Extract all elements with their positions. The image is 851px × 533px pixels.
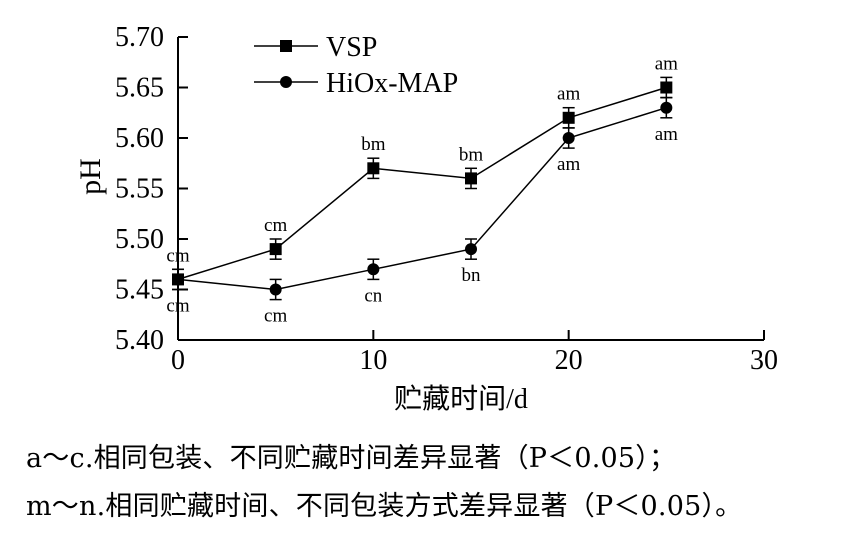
caption-line-1: a～c.相同包装、不同贮藏时间差异显著（P＜0.05）； bbox=[26, 443, 677, 474]
x-tick-label: 30 bbox=[750, 345, 778, 376]
legend-label: HiOx-MAP bbox=[326, 68, 458, 99]
significance-label: bm bbox=[459, 144, 484, 165]
y-axis-label: pH bbox=[74, 158, 107, 195]
data-point-square bbox=[269, 243, 282, 256]
significance-label: am bbox=[557, 84, 580, 105]
y-tick-label: 5.50 bbox=[115, 224, 164, 255]
chart-axes: 5.40 5.45 5.50 5.55 5.60 5.65 5.70 0 10 20 30 贮藏时间/… bbox=[74, 22, 778, 415]
significance-label: cm bbox=[264, 215, 287, 236]
significance-label: bm bbox=[361, 134, 386, 155]
y-tick-label: 5.40 bbox=[115, 325, 164, 356]
data-point-square bbox=[562, 111, 575, 124]
data-point-circle bbox=[269, 283, 282, 296]
significance-label: cn bbox=[364, 285, 382, 306]
y-tick-label: 5.65 bbox=[115, 73, 164, 104]
significance-label: am bbox=[655, 124, 678, 145]
significance-label: bn bbox=[462, 265, 482, 286]
chart-series: cm cm bm bm am am cm cm cn bn am am bbox=[166, 53, 678, 326]
series-VSP: cm cm bm bm am am bbox=[166, 53, 678, 291]
data-point-circle bbox=[172, 273, 184, 286]
ph-line-chart: 5.40 5.45 5.50 5.55 5.60 5.65 5.70 0 10 20 30 贮藏时间/… bbox=[74, 22, 778, 415]
x-tick-label: 20 bbox=[555, 345, 583, 376]
series-line bbox=[177, 106, 667, 291]
significance-label: cm bbox=[166, 245, 189, 266]
series-line bbox=[177, 86, 667, 281]
y-tick-label: 5.70 bbox=[115, 22, 164, 53]
x-tick-label: 10 bbox=[359, 345, 387, 376]
caption-line-2: m～n.相同贮藏时间、不同包装方式差异显著（P＜0.05）。 bbox=[26, 491, 743, 522]
significance-label: am bbox=[655, 53, 678, 74]
x-axis-label: 贮藏时间/d bbox=[394, 383, 528, 415]
y-tick-label: 5.60 bbox=[115, 123, 164, 154]
chart-legend: VSP HiOx-MAP bbox=[254, 32, 458, 99]
data-point-square bbox=[367, 162, 380, 175]
y-tick-label: 5.55 bbox=[115, 174, 164, 205]
legend-marker-circle bbox=[280, 76, 292, 88]
data-point-circle bbox=[367, 263, 380, 276]
x-tick-label: 0 bbox=[171, 345, 185, 376]
significance-label: cm bbox=[264, 306, 287, 327]
data-point-circle bbox=[660, 101, 673, 114]
series-HiOx-MAP: cm cm cn bn am am bbox=[166, 96, 678, 327]
significance-label: am bbox=[557, 154, 580, 175]
significance-label: cm bbox=[166, 296, 189, 317]
data-point-square bbox=[660, 81, 673, 94]
data-point-circle bbox=[562, 132, 575, 144]
y-tick-label: 5.45 bbox=[115, 275, 164, 306]
data-point-square bbox=[465, 172, 477, 185]
data-point-circle bbox=[465, 243, 477, 256]
legend-label: VSP bbox=[326, 32, 377, 63]
legend-marker-square bbox=[280, 40, 292, 52]
